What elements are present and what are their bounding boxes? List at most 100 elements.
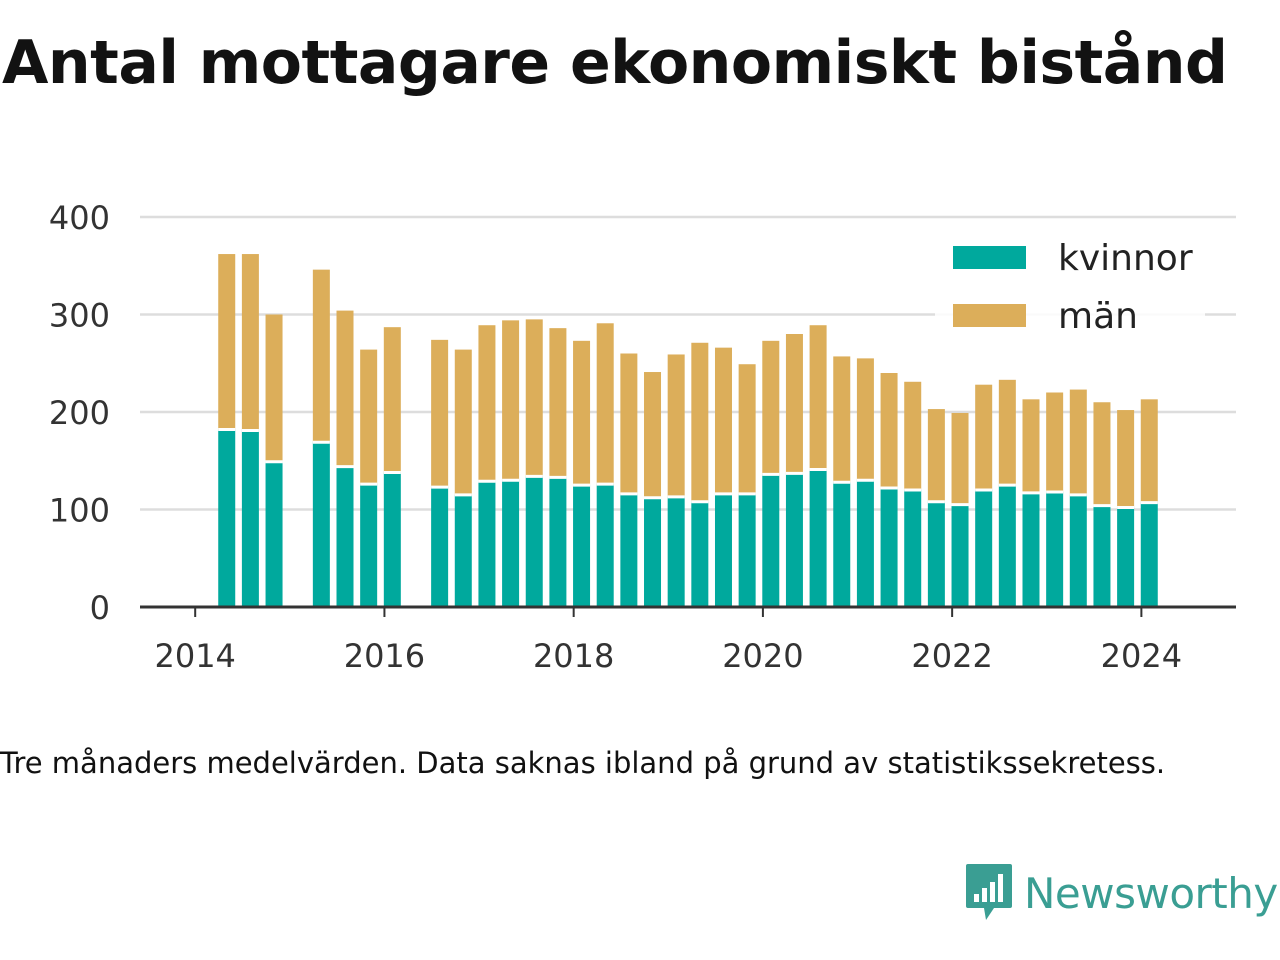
legend-swatch bbox=[953, 304, 1026, 327]
bar-kvinnor bbox=[241, 430, 259, 607]
bar-kvinnor bbox=[714, 493, 732, 607]
bar-man bbox=[383, 327, 401, 473]
bar-kvinnor bbox=[951, 504, 969, 607]
bar-kvinnor bbox=[1117, 507, 1135, 607]
bar-man bbox=[454, 349, 472, 495]
newsworthy-logo: Newsworthy bbox=[964, 862, 1278, 924]
bar-kvinnor bbox=[904, 490, 922, 607]
bar-kvinnor bbox=[1022, 492, 1040, 607]
bar-man bbox=[975, 384, 993, 490]
bar-kvinnor bbox=[738, 493, 756, 607]
bar-kvinnor bbox=[265, 461, 283, 607]
x-tick-label: 2022 bbox=[911, 637, 992, 675]
bar-man bbox=[785, 334, 803, 474]
bar-kvinnor bbox=[856, 480, 874, 607]
bar-man bbox=[714, 347, 732, 494]
bar-kvinnor bbox=[1046, 491, 1064, 607]
bar-man bbox=[951, 412, 969, 505]
bar-man bbox=[809, 325, 827, 470]
bar-kvinnor bbox=[809, 469, 827, 607]
y-tick-label: 100 bbox=[49, 492, 110, 530]
bar-man bbox=[762, 340, 780, 475]
bar-kvinnor bbox=[573, 485, 591, 607]
y-tick-label: 200 bbox=[49, 394, 110, 432]
bar-man bbox=[525, 319, 543, 477]
x-tick-label: 2018 bbox=[533, 637, 614, 675]
bar-man bbox=[573, 340, 591, 486]
bar-man bbox=[549, 328, 567, 478]
bar-man bbox=[431, 339, 449, 488]
legend: kvinnor män bbox=[935, 230, 1205, 340]
bar-man bbox=[265, 314, 283, 462]
bar-kvinnor bbox=[998, 485, 1016, 607]
bar-kvinnor bbox=[454, 494, 472, 607]
bar-kvinnor bbox=[218, 429, 236, 607]
bar-man bbox=[904, 381, 922, 490]
bar-man bbox=[1069, 389, 1087, 495]
bar-man bbox=[218, 254, 236, 430]
bar-kvinnor bbox=[927, 501, 945, 607]
x-tick-label: 2020 bbox=[722, 637, 803, 675]
bar-man bbox=[502, 320, 520, 481]
bar-kvinnor bbox=[667, 496, 685, 607]
bar-man bbox=[927, 409, 945, 502]
bar-kvinnor bbox=[691, 501, 709, 607]
axes: 0 100 200 300 400 2014 2016 2018 2020 2022 2024 bbox=[49, 199, 1236, 675]
bar-kvinnor bbox=[833, 482, 851, 607]
bar-man bbox=[738, 364, 756, 494]
bar-man bbox=[1140, 399, 1158, 503]
bar-kvinnor bbox=[785, 473, 803, 607]
bar-man bbox=[880, 373, 898, 489]
bar-man bbox=[998, 379, 1016, 486]
bar-kvinnor bbox=[644, 497, 662, 607]
bar-man bbox=[1022, 399, 1040, 493]
bar-man bbox=[312, 269, 330, 443]
bar-man bbox=[644, 372, 662, 498]
bar-man bbox=[478, 325, 496, 482]
bar-kvinnor bbox=[312, 442, 330, 607]
bar-man bbox=[856, 358, 874, 481]
newsworthy-logo-icon bbox=[966, 864, 1012, 920]
chart-note: Tre månaders medelvärden. Data saknas ib… bbox=[0, 746, 1166, 780]
bars bbox=[218, 254, 1158, 607]
bar-man bbox=[596, 323, 614, 485]
bar-man bbox=[691, 342, 709, 502]
legend-label: män bbox=[1058, 296, 1138, 337]
bar-kvinnor bbox=[1093, 505, 1111, 607]
y-tick-label: 300 bbox=[49, 297, 110, 335]
bar-kvinnor bbox=[431, 487, 449, 607]
bar-man bbox=[833, 356, 851, 483]
bar-man bbox=[1046, 392, 1064, 492]
bar-kvinnor bbox=[525, 476, 543, 607]
bar-kvinnor bbox=[549, 477, 567, 607]
bar-man bbox=[336, 310, 354, 467]
bar-man bbox=[667, 354, 685, 497]
bar-man bbox=[1117, 410, 1135, 508]
bar-man bbox=[360, 349, 378, 485]
x-tick-label: 2024 bbox=[1101, 637, 1182, 675]
bar-kvinnor bbox=[1069, 494, 1087, 607]
bar-kvinnor bbox=[360, 484, 378, 607]
bar-kvinnor bbox=[1140, 502, 1158, 607]
legend-swatch bbox=[953, 246, 1026, 269]
y-tick-label: 400 bbox=[49, 199, 110, 237]
bar-kvinnor bbox=[502, 480, 520, 607]
bar-kvinnor bbox=[975, 490, 993, 607]
legend-label: kvinnor bbox=[1058, 238, 1193, 279]
x-tick-label: 2014 bbox=[154, 637, 235, 675]
chart-title: Antal mottagare ekonomiskt bistånd bbox=[2, 28, 1228, 98]
y-tick-label: 0 bbox=[90, 589, 110, 627]
x-tick-label: 2016 bbox=[344, 637, 425, 675]
bar-man bbox=[620, 353, 638, 494]
bar-kvinnor bbox=[478, 481, 496, 607]
bar-kvinnor bbox=[762, 474, 780, 607]
bar-man bbox=[241, 254, 259, 431]
bar-kvinnor bbox=[880, 488, 898, 607]
bar-kvinnor bbox=[620, 493, 638, 607]
stacked-bar-chart: 0 100 200 300 400 2014 2016 2018 2020 2022 2024 kv… bbox=[49, 199, 1236, 675]
bar-kvinnor bbox=[383, 472, 401, 607]
bar-kvinnor bbox=[596, 484, 614, 607]
newsworthy-logo-text: Newsworthy bbox=[1024, 868, 1278, 918]
bar-kvinnor bbox=[336, 466, 354, 607]
bar-man bbox=[1093, 402, 1111, 506]
